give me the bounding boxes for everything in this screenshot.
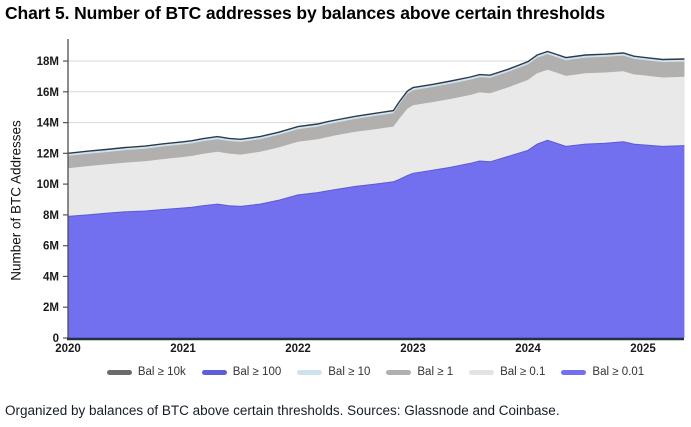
x-tick-label: 2021	[170, 343, 196, 355]
x-tick-label: 2024	[515, 343, 541, 355]
legend-swatch	[106, 369, 132, 375]
y-tick-labels: 0 2M 4M 6M 8M 10M 12M 14M 16M 18M	[37, 56, 59, 345]
legend-swatch	[201, 369, 227, 375]
y-tick-label: 10M	[37, 179, 59, 191]
chart-title: Chart 5. Number of BTC addresses by bala…	[5, 3, 605, 23]
area-Bal≥0.01	[68, 140, 685, 338]
y-tick-label: 4M	[43, 271, 59, 283]
stacked-areas	[67, 50, 685, 339]
x-tick-label: 2023	[400, 343, 426, 355]
legend-swatch	[297, 369, 323, 375]
legend-label: Bal ≥ 0.1	[500, 366, 546, 378]
x-tick-label: 2020	[55, 343, 81, 355]
stack-top-line	[67, 50, 685, 154]
x-tick-labels: 2020 2021 2022 2023 2024 2025	[55, 343, 656, 355]
x-tick-label: 2025	[630, 343, 656, 355]
y-tick-label: 14M	[37, 118, 59, 130]
y-tick-label: 2M	[43, 302, 59, 314]
legend-item: Bal ≥ 10	[297, 366, 370, 378]
legend-item: Bal ≥ 10k	[106, 366, 186, 378]
legend-item: Bal ≥ 1	[386, 366, 453, 378]
y-tick-label: 6M	[43, 241, 59, 253]
legend-label: Bal ≥ 100	[232, 366, 282, 378]
legend-label: Bal ≥ 1	[417, 366, 454, 378]
legend-item: Bal ≥ 0.01	[561, 366, 644, 378]
caption: Organized by balances of BTC above certa…	[5, 403, 560, 418]
blue-area-edge	[67, 139, 685, 217]
axes	[63, 39, 684, 341]
legend-swatch	[561, 369, 587, 375]
y-tick-label: 12M	[37, 148, 59, 160]
legend-label: Bal ≥ 10k	[137, 366, 186, 378]
legend-item: Bal ≥ 100	[201, 366, 282, 378]
y-tick-label: 8M	[43, 210, 59, 222]
x-tick-label: 2022	[285, 343, 311, 355]
y-tick-label: 18M	[37, 56, 59, 68]
legend: Bal ≥ 10k Bal ≥ 100 Bal ≥ 10 Bal ≥ 1 Bal ≥ 0…	[60, 363, 691, 381]
y-tick-label: 16M	[37, 87, 59, 99]
legend-label: Bal ≥ 0.01	[592, 366, 645, 378]
legend-label: Bal ≥ 10	[328, 366, 371, 378]
legend-item: Bal ≥ 0.1	[469, 366, 545, 378]
legend-swatch	[469, 369, 495, 375]
y-tick-label: 0	[53, 333, 59, 345]
legend-swatch	[386, 369, 412, 375]
